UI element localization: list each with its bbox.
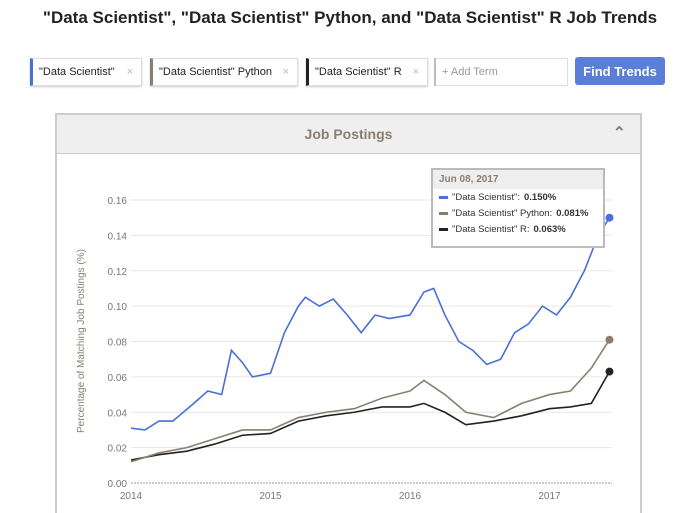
series-end-point <box>605 335 614 344</box>
tooltip-row: "Data Scientist": 0.150% <box>433 189 603 205</box>
find-trends-button[interactable]: Find Trends <box>575 57 665 85</box>
tooltip-row: "Data Scientist" R: 0.063% <box>433 221 603 237</box>
close-icon[interactable]: × <box>126 66 133 78</box>
tooltip-value: 0.150% <box>524 192 557 203</box>
series-end-point <box>605 367 614 376</box>
term-chip-r[interactable]: "Data Scientist" R × <box>306 58 428 86</box>
series-line <box>130 371 611 461</box>
close-icon[interactable]: × <box>412 66 419 78</box>
term-chip-python[interactable]: "Data Scientist" Python × <box>150 58 298 86</box>
y-tick-label: 0.02 <box>108 444 128 455</box>
y-tick-label: 0.14 <box>108 231 128 242</box>
y-tick-label: 0.08 <box>108 338 128 349</box>
tooltip-label: "Data Scientist": <box>452 192 520 203</box>
y-tick-label: 0.06 <box>108 373 128 384</box>
tooltip-row: "Data Scientist" Python: 0.081% <box>433 205 603 221</box>
y-tick-label: 0.10 <box>108 302 128 313</box>
close-icon[interactable]: × <box>282 66 289 78</box>
panel-title: Job Postings <box>304 126 393 142</box>
x-tick-label: 2015 <box>259 491 282 502</box>
series-line <box>130 339 611 463</box>
job-postings-panel: Job Postings ⌃ <box>55 113 642 513</box>
term-chip-data-scientist[interactable]: "Data Scientist" × <box>30 58 142 86</box>
tooltip-date: Jun 08, 2017 <box>433 170 603 189</box>
legend-swatch <box>439 196 448 199</box>
y-tick-label: 0.12 <box>108 267 128 278</box>
x-tick-label: 2014 <box>120 491 143 502</box>
series-line <box>130 217 611 431</box>
tooltip: Jun 08, 2017 "Data Scientist": 0.150% "Da… <box>431 168 605 248</box>
add-term-input[interactable]: + Add Term <box>434 58 568 86</box>
term-label: "Data Scientist" <box>39 66 115 78</box>
term-label: "Data Scientist" R <box>315 66 402 78</box>
x-tick-label: 2016 <box>399 491 422 502</box>
legend-swatch <box>439 212 448 215</box>
term-label: "Data Scientist" Python <box>159 66 272 78</box>
y-axis-label: Percentage of Matching Job Postings (%) <box>76 249 87 433</box>
tooltip-value: 0.063% <box>533 224 566 235</box>
page-title: "Data Scientist", "Data Scientist" Pytho… <box>42 8 658 27</box>
legend-swatch <box>439 228 448 231</box>
tooltip-value: 0.081% <box>556 208 589 219</box>
y-tick-label: 0.16 <box>108 196 128 207</box>
x-tick-label: 2017 <box>538 491 561 502</box>
series-end-point <box>605 213 614 222</box>
y-tick-label: 0.00 <box>108 479 128 490</box>
tooltip-label: "Data Scientist" Python: <box>452 208 553 219</box>
chevron-up-icon[interactable]: ⌃ <box>612 125 626 142</box>
tooltip-label: "Data Scientist" R: <box>452 224 530 235</box>
y-tick-label: 0.04 <box>108 408 128 419</box>
panel-header[interactable]: Job Postings ⌃ <box>57 115 640 154</box>
